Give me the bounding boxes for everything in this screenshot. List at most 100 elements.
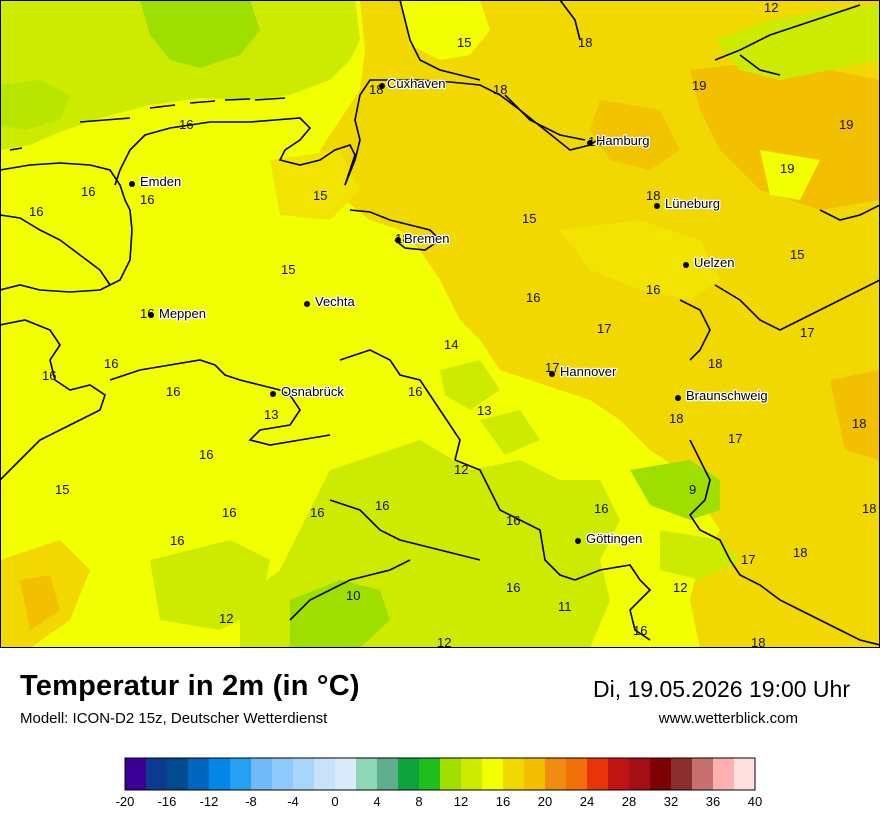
city-braunschweig: Braunschweig xyxy=(675,387,769,404)
color-swatch xyxy=(587,758,609,790)
city-goettingen: Göttingen xyxy=(575,530,644,547)
temp-label: 16 xyxy=(170,533,184,548)
color-swatch xyxy=(209,758,231,790)
color-swatch xyxy=(629,758,651,790)
temp-label: 17 xyxy=(728,431,742,446)
temp-label: 18 xyxy=(708,356,722,371)
temp-label: 13 xyxy=(477,403,491,418)
city-uelzen: Uelzen xyxy=(683,254,736,271)
city-name: Göttingen xyxy=(586,531,642,546)
temp-label: 19 xyxy=(780,161,794,176)
temp-label: 17 xyxy=(597,321,611,336)
city-marker xyxy=(129,181,135,187)
city-marker xyxy=(395,237,401,243)
temp-label: 12 xyxy=(454,462,468,477)
temp-label: 17 xyxy=(741,552,755,567)
city-name: Cuxhaven xyxy=(387,76,446,91)
city-marker xyxy=(675,395,681,401)
color-swatch xyxy=(146,758,168,790)
temp-label: 15 xyxy=(457,35,471,50)
city-name: Emden xyxy=(140,174,181,189)
temp-label: 12 xyxy=(437,635,451,648)
temp-label: 16 xyxy=(506,513,520,528)
website-link[interactable]: www.wetterblick.com xyxy=(658,710,798,727)
color-scale-tick-label: 20 xyxy=(538,794,552,809)
extra-temperature-labels: 16 16 16 18 xyxy=(170,384,876,595)
city-name: Hannover xyxy=(560,364,617,379)
city-temp: 17 xyxy=(545,360,559,375)
color-swatch xyxy=(230,758,252,790)
color-scale-tick-label: 24 xyxy=(580,794,594,809)
temp-label: 11 xyxy=(558,599,572,614)
color-swatch xyxy=(650,758,672,790)
city-name: Braunschweig xyxy=(686,388,768,403)
color-swatch xyxy=(524,758,546,790)
temp-label: 18 xyxy=(751,635,765,648)
color-scale-tick-label: -8 xyxy=(245,794,257,809)
color-scale-tick-label: -16 xyxy=(158,794,177,809)
color-swatch xyxy=(188,758,210,790)
color-swatch xyxy=(482,758,504,790)
color-swatch xyxy=(272,758,294,790)
city-emden: Emden xyxy=(129,173,182,190)
color-swatch xyxy=(503,758,525,790)
temp-label: 16 xyxy=(104,356,118,371)
temp-label: 15 xyxy=(313,188,327,203)
city-marker xyxy=(148,312,154,318)
city-marker xyxy=(549,371,555,377)
color-swatch xyxy=(734,758,756,790)
city-marker xyxy=(575,538,581,544)
color-swatch xyxy=(314,758,336,790)
temp-label: 16 xyxy=(140,192,154,207)
temp-label: 16 xyxy=(199,447,213,462)
temp-label: 12 xyxy=(219,611,233,626)
temp-label: 15 xyxy=(522,211,536,226)
city-hamburg: 19 Hamburg xyxy=(587,132,651,149)
city-name: Vechta xyxy=(315,294,356,309)
temp-label: 17 xyxy=(800,325,814,340)
forecast-datetime: Di, 19.05.2026 19:00 Uhr xyxy=(592,676,850,702)
temp-label: 16 xyxy=(408,384,422,399)
color-scale-tick-label: 16 xyxy=(496,794,510,809)
temp-label: 16 xyxy=(594,501,608,516)
city-cuxhaven: 18 Cuxhaven xyxy=(369,75,447,97)
temp-label: 16 xyxy=(633,623,647,638)
temp-label: 16 xyxy=(166,384,180,399)
city-hannover: 17 Hannover xyxy=(545,360,618,380)
city-name: Osnabrück xyxy=(281,384,344,399)
temp-label: 14 xyxy=(444,337,458,352)
city-meppen: 16 Meppen xyxy=(140,305,207,323)
temp-label: 12 xyxy=(673,580,687,595)
temp-label: 19 xyxy=(692,78,706,93)
color-swatch xyxy=(251,758,273,790)
color-swatch xyxy=(167,758,189,790)
color-swatch xyxy=(545,758,567,790)
city-name: Meppen xyxy=(159,306,206,321)
color-scale-tick-label: 0 xyxy=(331,794,338,809)
color-swatch xyxy=(335,758,357,790)
temp-label: 15 xyxy=(790,247,804,262)
color-scale: -20 -16 -12 -8 -4 0 4 8 12 16 20 24 28 32 36 40 xyxy=(0,748,880,828)
color-swatch xyxy=(692,758,714,790)
map-title: Temperatur in 2m (in °C) xyxy=(20,670,360,702)
temp-label: 18 xyxy=(493,82,507,97)
city-marker xyxy=(683,262,689,268)
cities: 18 Cuxhaven 19 Hamburg Emden 18 Lüneburg… xyxy=(129,75,769,547)
model-info: Modell: ICON-D2 15z, Deutscher Wetterdie… xyxy=(20,710,328,727)
color-scale-tick-label: 12 xyxy=(454,794,468,809)
color-scale-tick-label: 28 xyxy=(622,794,636,809)
color-scale-tick-label: 8 xyxy=(415,794,422,809)
temp-label: 16 xyxy=(646,282,660,297)
city-bremen: 18 Bremen xyxy=(395,230,451,247)
temp-label: 16 xyxy=(42,368,56,383)
temp-label: 18 xyxy=(852,416,866,431)
color-scale-tick-label: 32 xyxy=(664,794,678,809)
temp-label: 10 xyxy=(346,588,360,603)
color-swatch xyxy=(608,758,630,790)
temp-label: 19 xyxy=(839,117,853,132)
city-marker xyxy=(379,83,385,89)
footer: Temperatur in 2m (in °C) Modell: ICON-D2… xyxy=(0,648,880,830)
city-lueneburg: 18 Lüneburg xyxy=(646,188,721,212)
city-marker xyxy=(270,391,276,397)
color-swatch xyxy=(293,758,315,790)
